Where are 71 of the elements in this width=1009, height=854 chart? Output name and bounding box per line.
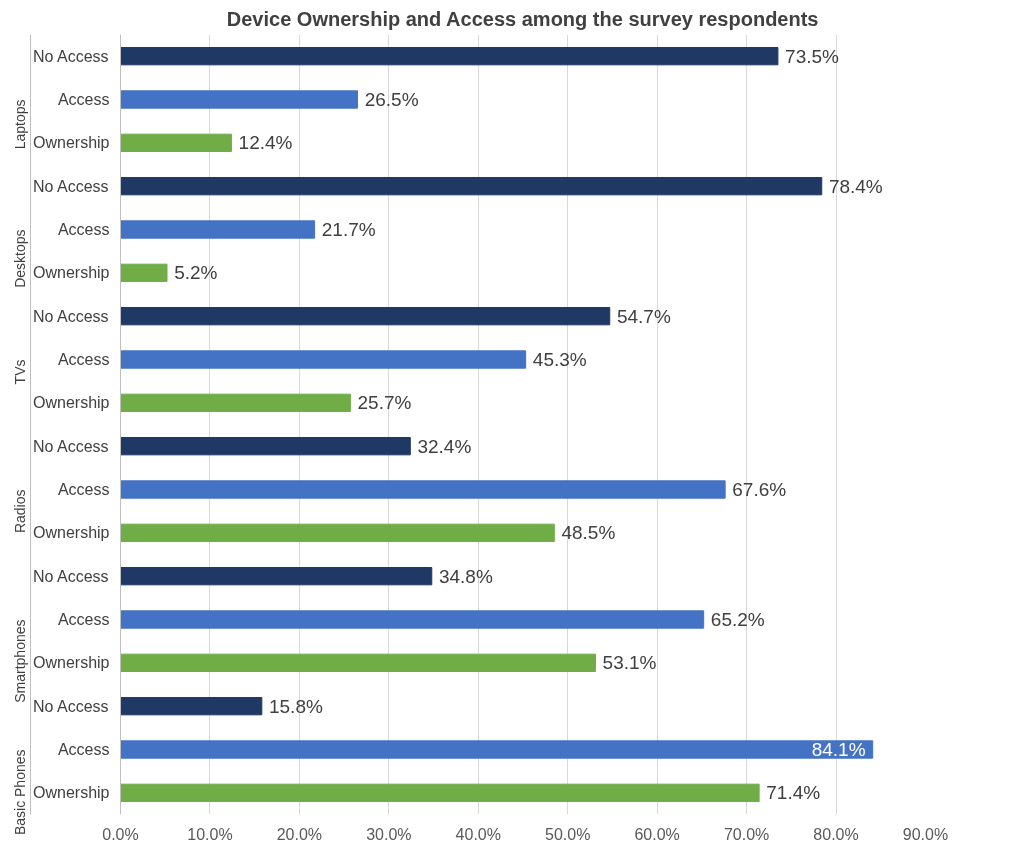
bar xyxy=(120,480,726,499)
bar xyxy=(120,740,874,759)
data-label: 32.4% xyxy=(417,435,472,457)
data-label: 53.1% xyxy=(602,652,657,674)
y-tick-label: Ownership xyxy=(33,394,110,412)
data-label: 34.8% xyxy=(438,565,493,587)
x-tick-label: 80.0% xyxy=(813,825,859,843)
data-label: 65.2% xyxy=(710,609,765,630)
bar xyxy=(120,220,316,239)
bar xyxy=(120,133,232,152)
chart-title: Device Ownership and Access among the survey respondents xyxy=(226,7,819,30)
data-label: 48.5% xyxy=(561,522,616,544)
bar xyxy=(120,263,168,282)
bar xyxy=(120,47,779,66)
x-tick-label: 0.0% xyxy=(102,825,139,843)
data-label: 45.3% xyxy=(532,349,587,370)
text: TVs xyxy=(11,359,28,385)
data-label: 78.4% xyxy=(828,175,883,197)
y-tick-label: Access xyxy=(57,351,110,368)
y-tick-label: Access xyxy=(57,91,110,108)
x-tick-label: 70.0% xyxy=(723,825,770,843)
x-tick-label: 10.0% xyxy=(187,825,233,843)
text: Basic Phones xyxy=(11,749,28,836)
text: Smartphones xyxy=(11,619,28,703)
bar xyxy=(120,437,411,456)
y-tick-label: No Access xyxy=(33,47,109,65)
x-tick-label: 40.0% xyxy=(455,825,501,843)
bar xyxy=(120,90,359,109)
y-tick-label: Ownership xyxy=(33,524,110,542)
text: Laptops xyxy=(11,99,28,150)
data-label: 15.8% xyxy=(268,695,323,717)
bar xyxy=(120,307,611,326)
bar xyxy=(120,697,263,716)
y-tick-label: Access xyxy=(57,481,110,498)
x-tick-label: 60.0% xyxy=(634,825,680,843)
x-tick-label: 30.0% xyxy=(366,825,412,843)
data-label: 73.5% xyxy=(785,45,840,67)
y-tick-label: No Access xyxy=(33,567,109,585)
data-label: 5.2% xyxy=(174,262,218,284)
data-label: 26.5% xyxy=(364,89,419,110)
bar xyxy=(120,567,433,586)
y-tick-label: Access xyxy=(57,221,110,238)
y-tick-label: Ownership xyxy=(33,784,110,802)
data-label: 84.1% xyxy=(811,739,866,760)
x-tick-label: 20.0% xyxy=(276,825,323,843)
bar xyxy=(120,783,760,802)
bar xyxy=(120,393,351,412)
bar xyxy=(120,653,596,672)
y-tick-label: No Access xyxy=(33,697,109,715)
x-tick-label: 90.0% xyxy=(902,825,949,843)
y-tick-label: Ownership xyxy=(33,264,110,282)
data-label: 21.7% xyxy=(321,219,376,240)
y-tick-label: No Access xyxy=(33,177,109,195)
text: Desktops xyxy=(11,229,28,288)
data-label: 25.7% xyxy=(357,392,412,414)
bar xyxy=(120,177,823,196)
x-tick-label: 50.0% xyxy=(545,825,591,843)
data-label: 54.7% xyxy=(616,305,671,327)
data-label: 12.4% xyxy=(238,132,293,154)
bar xyxy=(120,523,555,542)
y-tick-label: No Access xyxy=(33,307,109,325)
y-tick-label: Ownership xyxy=(33,654,110,672)
y-tick-label: Ownership xyxy=(33,134,110,152)
data-label: 67.6% xyxy=(732,479,787,500)
bar xyxy=(120,610,705,629)
y-tick-label: Access xyxy=(57,611,110,628)
y-tick-label: Access xyxy=(57,741,110,758)
text: Radios xyxy=(11,489,28,534)
bar xyxy=(120,350,527,369)
y-tick-label: No Access xyxy=(33,437,109,455)
data-label: 71.4% xyxy=(766,782,821,804)
